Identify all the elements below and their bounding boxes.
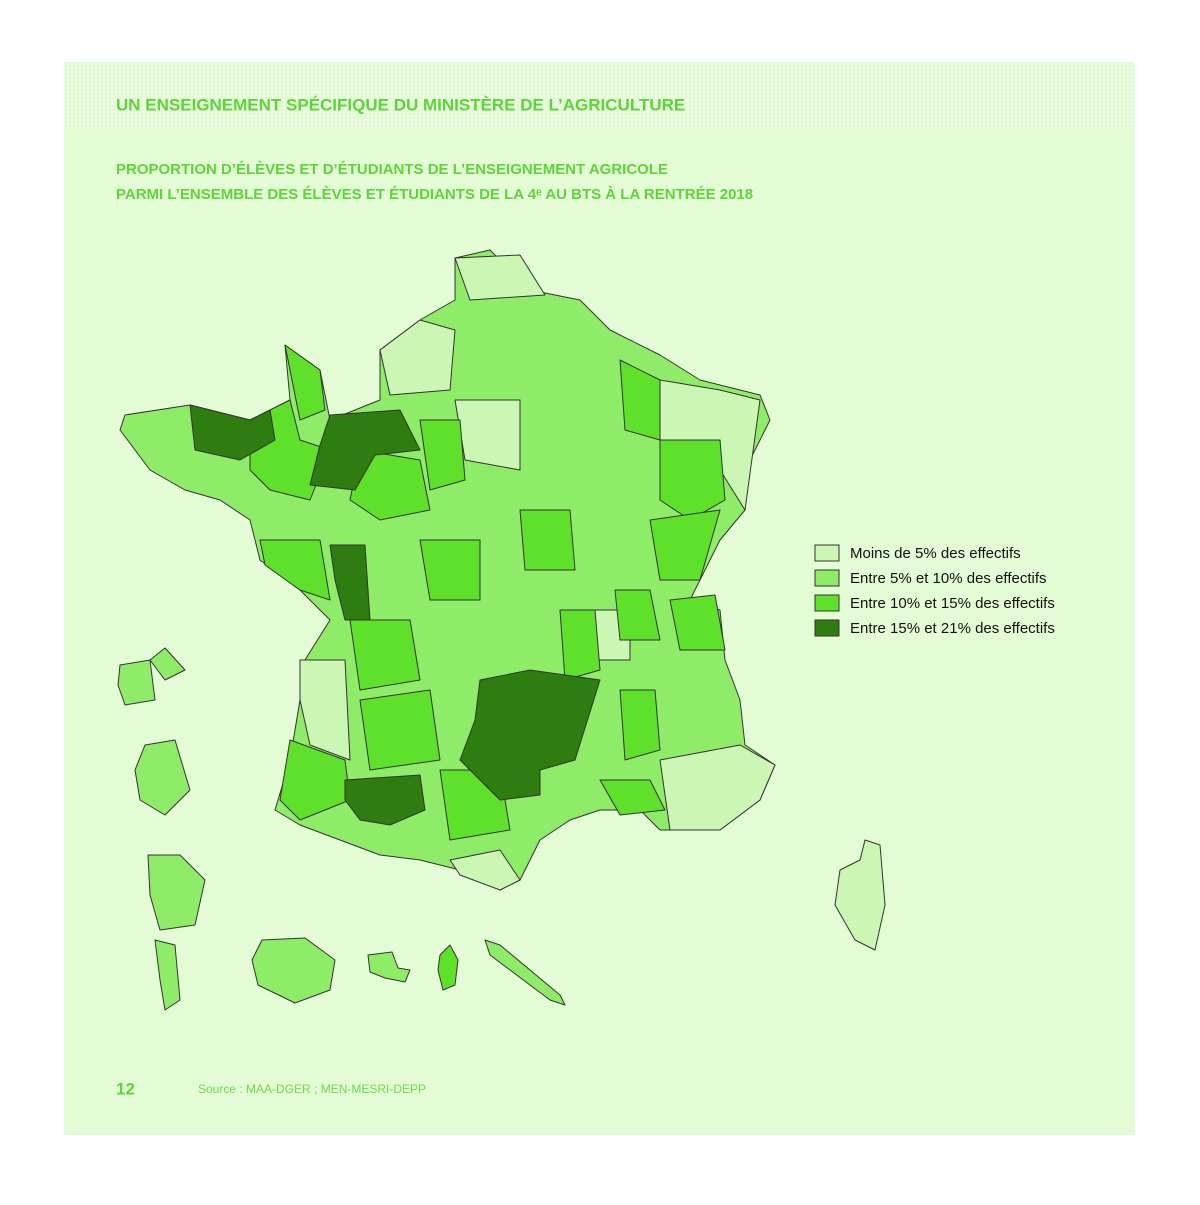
region (284, 344, 326, 421)
map (117, 249, 886, 1011)
region (309, 409, 421, 491)
legend-label: Entre 10% et 15% des effectifs (850, 595, 1055, 612)
region (659, 439, 726, 521)
legend-swatch (814, 594, 840, 612)
region (454, 254, 546, 301)
region (419, 539, 481, 601)
region (349, 619, 421, 691)
reunion (251, 937, 336, 1004)
region (359, 689, 441, 771)
region (454, 399, 521, 471)
legend-label: Moins de 5% des effectifs (850, 545, 1021, 562)
region (614, 589, 661, 641)
region (599, 779, 666, 816)
source: Source : MAA-DGER ; MEN-MESRI-DEPP (198, 1082, 426, 1096)
region (259, 539, 331, 601)
wallis (367, 951, 411, 983)
region (329, 544, 371, 621)
legend-swatch (814, 544, 840, 562)
new-caledonia (484, 939, 566, 1006)
region (669, 594, 726, 651)
legend: Moins de 5% des effectifs Entre 5% et 10%… (814, 544, 1055, 637)
region (449, 849, 521, 891)
region (349, 449, 431, 521)
corsica (834, 839, 886, 951)
guyane (147, 854, 206, 931)
map-title: PARMI L’ENSEMBLE DES ÉLÈVES ET ÉTUDIANTS… (116, 186, 753, 203)
legend-swatch (814, 569, 840, 587)
header-title: UN ENSEIGNEMENT SPÉCIFIQUE DU MINISTÈRE … (116, 95, 685, 114)
region (299, 659, 351, 761)
region (279, 739, 351, 821)
region (344, 774, 426, 826)
martinique (134, 739, 191, 816)
mayotte (154, 939, 181, 1011)
guadeloupe (149, 647, 186, 681)
region (419, 419, 466, 491)
region (459, 669, 601, 801)
region (559, 609, 601, 681)
map-title: PROPORTION D’ÉLÈVES ET D’ÉTUDIANTS DE L’… (116, 161, 668, 178)
region (619, 689, 661, 761)
region (649, 509, 721, 581)
legend-label: Entre 15% et 21% des effectifs (850, 620, 1055, 637)
region (659, 744, 776, 831)
legend-label: Entre 5% et 10% des effectifs (850, 570, 1047, 587)
header-band (64, 62, 1135, 128)
guadeloupe (117, 659, 156, 706)
region (379, 319, 456, 396)
polynesia (437, 944, 459, 991)
legend-swatch (814, 619, 840, 637)
region (189, 404, 276, 461)
region (519, 509, 576, 571)
page-number: 12 (116, 1079, 135, 1098)
